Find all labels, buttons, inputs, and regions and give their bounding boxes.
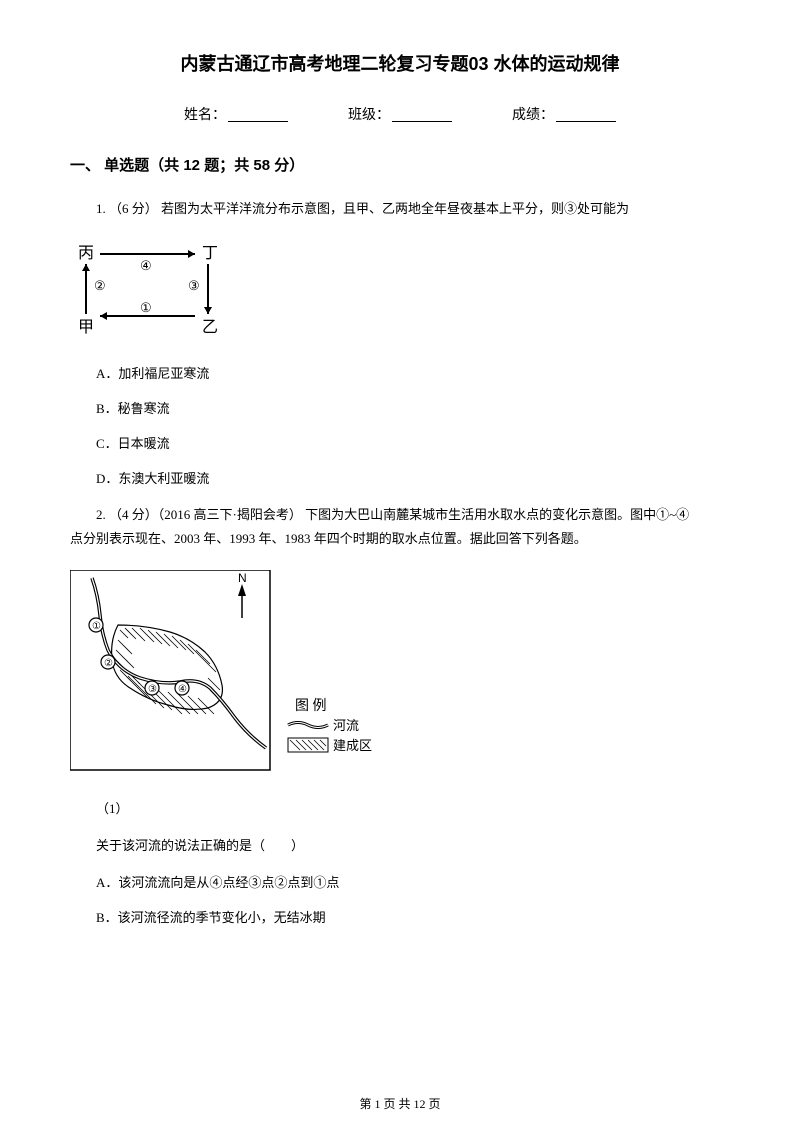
question-2-text: 2. （4 分）（2016 高三下·揭阳会考） 下图为大巴山南麓某城市生活用水取… (70, 503, 730, 552)
point-2: ② (104, 658, 113, 669)
point-1: ① (92, 621, 101, 632)
page-footer: 第 1 页 共 12 页 (0, 1095, 800, 1112)
point-3: ③ (148, 684, 157, 695)
q1-option-d: D．东澳大利亚暖流 (70, 468, 730, 487)
page-title: 内蒙古通辽市高考地理二轮复习专题03 水体的运动规律 (70, 50, 730, 76)
point-4: ④ (178, 684, 187, 695)
label-2: ② (94, 278, 106, 293)
student-info-row: 姓名： 班级： 成绩： (70, 104, 730, 124)
legend-river: 河流 (333, 718, 359, 733)
legend-title: 图 例 (295, 698, 327, 714)
score-blank[interactable] (556, 106, 616, 122)
node-bing: 丙 (78, 245, 94, 262)
compass-n: N (238, 571, 247, 585)
name-label: 姓名： (184, 104, 226, 124)
q2-option-b: B．该河流径流的季节变化小，无结冰期 (70, 907, 730, 926)
class-field: 班级： (348, 104, 452, 124)
q2-option-a: A．该河流流向是从④点经③点②点到①点 (70, 872, 730, 891)
q1-option-b: B．秘鲁寒流 (70, 398, 730, 417)
name-field: 姓名： (184, 104, 288, 124)
label-4: ④ (140, 258, 152, 273)
label-3: ③ (188, 278, 200, 293)
q2-line2: 点分别表示现在、2003 年、1993 年、1983 年四个时期的取水点位置。据… (70, 531, 587, 546)
node-ding: 丁 (202, 245, 218, 262)
question-1-text: 1. （6 分） 若图为太平洋洋流分布示意图，且甲、乙两地全年昼夜基本上平分，则… (70, 197, 730, 222)
name-blank[interactable] (228, 106, 288, 122)
q2-sub1-text: 关于该河流的说法正确的是（ ） (70, 835, 730, 854)
label-1: ① (140, 300, 152, 315)
question-1-diagram: 丙 丁 甲 乙 ④ ① ② ③ (70, 240, 730, 345)
legend-built: 建成区 (333, 738, 372, 753)
section-header: 一、 单选题（共 12 题；共 58 分） (70, 154, 730, 175)
question-2-diagram: N ① ② ③ ④ 图 例 (70, 570, 730, 780)
node-yi: 乙 (202, 319, 218, 336)
score-label: 成绩： (512, 104, 554, 124)
q1-option-c: C．日本暖流 (70, 433, 730, 452)
score-field: 成绩： (512, 104, 616, 124)
q2-sub1-num: （1） (70, 798, 730, 817)
class-label: 班级： (348, 104, 390, 124)
node-jia: 甲 (78, 319, 94, 336)
q2-line1: 2. （4 分）（2016 高三下·揭阳会考） 下图为大巴山南麓某城市生活用水取… (70, 503, 689, 528)
class-blank[interactable] (392, 106, 452, 122)
q1-option-a: A．加利福尼亚寒流 (70, 363, 730, 382)
